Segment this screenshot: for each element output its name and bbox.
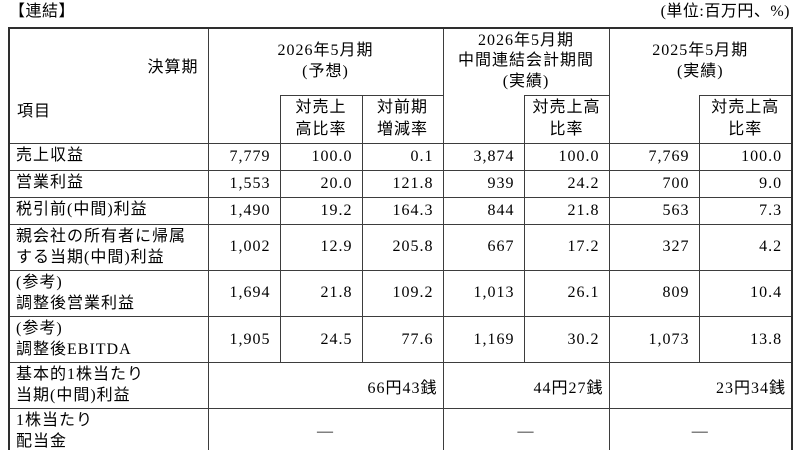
- cell-interim-eps: 44円27銭: [442, 362, 610, 410]
- cell-forecast-amount: 1,553: [207, 169, 281, 198]
- cell-interim-amount: 1,013: [442, 269, 525, 317]
- cell-interim-sales-ratio: 30.2: [523, 315, 610, 364]
- cell-interim-amount: 939: [442, 169, 525, 198]
- column-group-actual-fy2025: 2025年5月期 (実績): [608, 27, 793, 95]
- cell-actual-amount: 1,073: [608, 315, 700, 364]
- row-label: 営業利益: [8, 169, 209, 198]
- table-row-dividend-per-share: 1株当たり 配当金 ― ― ―: [8, 408, 793, 450]
- cell-forecast-eps: 66円43銭: [207, 362, 444, 410]
- cell-forecast-amount: 1,490: [207, 196, 281, 225]
- subheader-actual-sales-ratio: 対売上高 比率: [698, 94, 793, 144]
- cell-forecast-dividend: ―: [207, 408, 444, 450]
- cell-actual-amount: 700: [608, 169, 700, 198]
- cell-interim-amount: 1,169: [442, 315, 525, 364]
- cell-interim-sales-ratio: 21.8: [523, 196, 610, 225]
- row-label: (参考) 調整後営業利益: [8, 269, 209, 317]
- cell-actual-sales-ratio: 9.0: [698, 169, 793, 198]
- cell-actual-amount: 563: [608, 196, 700, 225]
- cell-actual-dividend: ―: [608, 408, 793, 450]
- table-row-operating-profit: 営業利益 1,553 20.0 121.8 939 24.2 700 9.0: [8, 169, 793, 198]
- scope-label: 【連結】: [9, 3, 76, 20]
- cell-forecast-change-ratio: 109.2: [361, 269, 444, 317]
- topbar: 【連結】 (単位:百万円、%): [9, 1, 790, 23]
- row-label: 税引前(中間)利益: [8, 196, 209, 225]
- cell-actual-eps: 23円34銭: [608, 362, 793, 410]
- cell-interim-dividend: ―: [442, 408, 610, 450]
- table-row-pretax-profit: 税引前(中間)利益 1,490 19.2 164.3 844 21.8 563 …: [8, 196, 793, 225]
- row-label: 親会社の所有者に帰属 する当期(中間)利益: [8, 223, 209, 271]
- cell-actual-amount: 809: [608, 269, 700, 317]
- cell-forecast-amount: 1,905: [207, 315, 281, 364]
- cell-forecast-amount: 7,779: [207, 142, 281, 171]
- fiscal-period-header-label: 決算期: [147, 59, 199, 76]
- cell-forecast-sales-ratio: 24.5: [279, 315, 363, 364]
- cell-forecast-change-ratio: 205.8: [361, 223, 444, 271]
- cell-forecast-amount: 1,694: [207, 269, 281, 317]
- cell-forecast-amount: 1,002: [207, 223, 281, 271]
- row-label: (参考) 調整後EBITDA: [8, 315, 209, 364]
- unit-label: (単位:百万円、%): [660, 3, 790, 20]
- cell-actual-sales-ratio: 4.2: [698, 223, 793, 271]
- cell-forecast-sales-ratio: 20.0: [279, 169, 363, 198]
- cell-actual-amount: 327: [608, 223, 700, 271]
- table-row-adjusted-ebitda: (参考) 調整後EBITDA 1,905 24.5 77.6 1,169 30.…: [8, 315, 793, 364]
- subheader-interim-sales-ratio: 対売上高 比率: [523, 94, 610, 144]
- cell-interim-sales-ratio: 24.2: [523, 169, 610, 198]
- cell-interim-sales-ratio: 100.0: [523, 142, 610, 171]
- cell-forecast-sales-ratio: 12.9: [279, 223, 363, 271]
- cell-interim-amount: 3,874: [442, 142, 525, 171]
- column-group-forecast-fy2026: 2026年5月期 (予想): [207, 27, 444, 95]
- table-row-adjusted-operating-profit: (参考) 調整後営業利益 1,694 21.8 109.2 1,013 26.1…: [8, 269, 793, 317]
- cell-actual-amount: 7,769: [608, 142, 700, 171]
- subheader-forecast-sales-ratio: 対売上 高比率: [279, 94, 363, 144]
- row-label: 売上収益: [8, 142, 209, 171]
- cell-interim-sales-ratio: 17.2: [523, 223, 610, 271]
- row-label: 1株当たり 配当金: [8, 408, 209, 450]
- cell-actual-sales-ratio: 100.0: [698, 142, 793, 171]
- table-row-profit-attributable-to-owners: 親会社の所有者に帰属 する当期(中間)利益 1,002 12.9 205.8 6…: [8, 223, 793, 271]
- cell-actual-sales-ratio: 13.8: [698, 315, 793, 364]
- interim-amount-column-spacer: [442, 95, 525, 144]
- row-label: 基本的1株当たり 当期(中間)利益: [8, 362, 209, 410]
- column-group-interim-fy2026: 2026年5月期 中間連結会計期間 (実績): [442, 27, 610, 95]
- cell-actual-sales-ratio: 7.3: [698, 196, 793, 225]
- item-header-label: 項目: [17, 103, 52, 120]
- table-row-basic-eps: 基本的1株当たり 当期(中間)利益 66円43銭 44円27銭 23円34銭: [8, 362, 793, 410]
- cell-interim-sales-ratio: 26.1: [523, 269, 610, 317]
- cell-forecast-sales-ratio: 19.2: [279, 196, 363, 225]
- table-row-revenue: 売上収益 7,779 100.0 0.1 3,874 100.0 7,769 1…: [8, 142, 793, 171]
- subheader-forecast-change-ratio: 対前期 増減率: [361, 94, 444, 144]
- actual-amount-column-spacer: [608, 95, 700, 144]
- cell-interim-amount: 844: [442, 196, 525, 225]
- cell-forecast-change-ratio: 0.1: [361, 142, 444, 171]
- forecast-amount-column-spacer: [207, 95, 281, 144]
- cell-forecast-change-ratio: 121.8: [361, 169, 444, 198]
- cell-interim-amount: 667: [442, 223, 525, 271]
- cell-forecast-sales-ratio: 100.0: [279, 142, 363, 171]
- cell-forecast-change-ratio: 77.6: [361, 315, 444, 364]
- cell-forecast-sales-ratio: 21.8: [279, 269, 363, 317]
- cell-actual-sales-ratio: 10.4: [698, 269, 793, 317]
- cell-forecast-change-ratio: 164.3: [361, 196, 444, 225]
- header-corner-cell: 決算期 項目: [8, 27, 209, 144]
- consolidated-results-table: 決算期 項目 2026年5月期 (予想) 2026年5月期 中間連結会計期間 (…: [8, 27, 794, 450]
